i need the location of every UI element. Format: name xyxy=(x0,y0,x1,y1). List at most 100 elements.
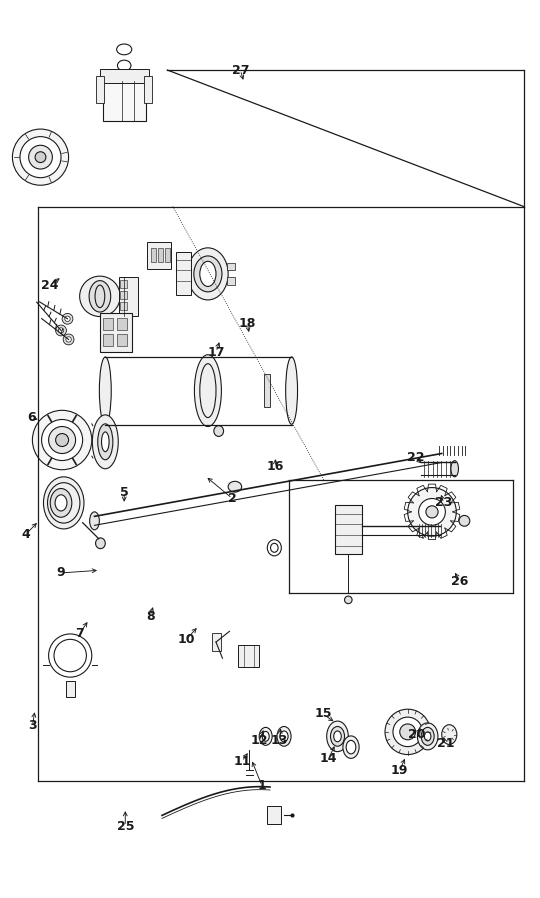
Ellipse shape xyxy=(451,461,458,477)
Bar xyxy=(147,242,171,269)
Ellipse shape xyxy=(99,357,111,425)
Circle shape xyxy=(20,136,61,178)
Circle shape xyxy=(32,410,92,470)
Bar xyxy=(158,248,163,262)
Bar xyxy=(120,302,127,310)
Text: 23: 23 xyxy=(435,497,453,509)
Bar xyxy=(120,291,127,299)
Circle shape xyxy=(408,488,456,536)
Text: 9: 9 xyxy=(57,567,65,579)
Bar xyxy=(267,806,281,824)
Ellipse shape xyxy=(330,726,345,746)
Ellipse shape xyxy=(334,731,341,742)
Text: 3: 3 xyxy=(28,719,37,732)
Text: 1: 1 xyxy=(258,779,266,792)
Bar xyxy=(144,76,152,103)
Text: 11: 11 xyxy=(233,755,251,768)
Ellipse shape xyxy=(262,731,269,741)
Bar xyxy=(165,248,170,262)
Circle shape xyxy=(418,498,445,525)
Ellipse shape xyxy=(442,725,457,744)
Bar xyxy=(264,374,270,407)
Text: 21: 21 xyxy=(437,737,454,750)
Ellipse shape xyxy=(259,727,272,745)
Text: 8: 8 xyxy=(146,610,154,622)
Ellipse shape xyxy=(98,424,113,460)
Ellipse shape xyxy=(89,280,111,313)
Bar xyxy=(227,277,235,285)
Text: 12: 12 xyxy=(251,735,268,747)
Text: 22: 22 xyxy=(407,452,424,464)
Bar xyxy=(103,318,113,330)
Bar xyxy=(119,277,138,316)
Ellipse shape xyxy=(280,731,288,742)
Circle shape xyxy=(62,313,73,324)
Circle shape xyxy=(459,515,470,526)
Text: 5: 5 xyxy=(120,486,129,498)
Text: 13: 13 xyxy=(271,735,288,747)
Text: 25: 25 xyxy=(117,820,134,832)
Text: 6: 6 xyxy=(27,411,36,424)
Ellipse shape xyxy=(200,261,216,286)
Text: 14: 14 xyxy=(320,753,337,765)
Bar xyxy=(227,263,235,270)
Circle shape xyxy=(345,596,352,603)
Text: 2: 2 xyxy=(228,492,237,505)
Ellipse shape xyxy=(43,477,84,529)
Text: 15: 15 xyxy=(314,708,332,720)
Ellipse shape xyxy=(102,432,109,452)
Circle shape xyxy=(65,316,70,321)
Text: 10: 10 xyxy=(178,633,195,646)
Text: 17: 17 xyxy=(207,346,225,358)
Bar xyxy=(103,334,113,346)
Bar xyxy=(117,334,127,346)
Ellipse shape xyxy=(92,415,118,469)
Text: 24: 24 xyxy=(41,279,58,292)
Text: 7: 7 xyxy=(76,627,84,639)
Bar xyxy=(96,76,104,103)
Ellipse shape xyxy=(346,740,356,754)
Ellipse shape xyxy=(188,248,228,300)
Bar xyxy=(176,252,191,295)
Circle shape xyxy=(56,434,69,446)
Text: 27: 27 xyxy=(232,64,249,76)
Circle shape xyxy=(400,724,416,740)
Ellipse shape xyxy=(327,721,348,752)
Bar xyxy=(120,280,127,288)
Ellipse shape xyxy=(424,732,431,741)
Ellipse shape xyxy=(90,512,99,530)
Circle shape xyxy=(426,506,438,518)
Text: 26: 26 xyxy=(451,576,469,588)
Text: 20: 20 xyxy=(408,728,426,741)
Bar xyxy=(117,318,127,330)
Bar xyxy=(66,681,75,697)
Ellipse shape xyxy=(194,256,222,292)
Ellipse shape xyxy=(421,727,434,745)
Ellipse shape xyxy=(228,481,242,492)
Circle shape xyxy=(63,334,74,345)
Circle shape xyxy=(58,328,64,333)
Ellipse shape xyxy=(214,426,224,436)
Ellipse shape xyxy=(194,355,221,427)
Bar xyxy=(103,81,146,121)
Circle shape xyxy=(56,325,66,336)
Circle shape xyxy=(49,427,76,453)
Ellipse shape xyxy=(343,735,359,758)
Bar xyxy=(212,633,221,651)
Bar xyxy=(100,313,132,352)
Ellipse shape xyxy=(417,723,438,750)
Text: 18: 18 xyxy=(239,317,256,330)
Ellipse shape xyxy=(50,489,72,517)
Circle shape xyxy=(393,718,422,746)
Text: 4: 4 xyxy=(22,528,30,541)
Circle shape xyxy=(35,152,46,163)
Bar xyxy=(238,645,259,667)
Text: 19: 19 xyxy=(391,764,408,777)
Bar xyxy=(100,69,149,83)
Bar xyxy=(151,248,156,262)
Ellipse shape xyxy=(96,538,105,549)
Ellipse shape xyxy=(277,726,291,746)
Ellipse shape xyxy=(80,277,120,317)
Ellipse shape xyxy=(286,357,298,425)
Bar xyxy=(335,505,362,554)
